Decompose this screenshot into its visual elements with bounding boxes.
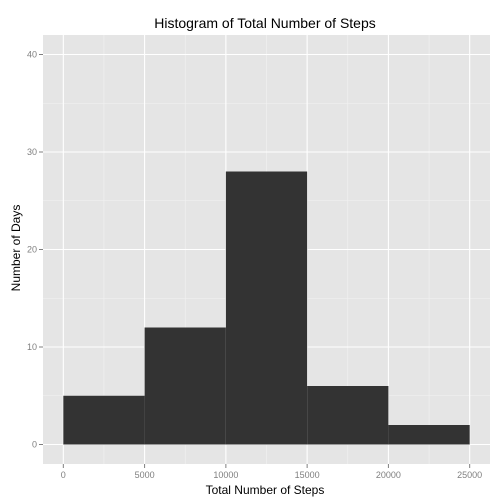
x-tick-label: 15000 <box>295 470 320 480</box>
y-axis: 0 10 20 30 40 <box>27 50 43 450</box>
x-axis: 0 5000 10000 15000 20000 25000 <box>61 464 482 480</box>
histogram-bar <box>225 171 308 445</box>
y-tick-label: 30 <box>27 147 37 157</box>
x-axis-title: Total Number of Steps <box>206 483 325 497</box>
x-tick-label: 10000 <box>213 470 238 480</box>
histogram-bar <box>144 327 226 445</box>
y-tick-label: 10 <box>27 342 37 352</box>
histogram-bar <box>63 395 145 445</box>
x-tick-label: 0 <box>61 470 66 480</box>
y-tick-label: 20 <box>27 245 37 255</box>
y-tick-label: 0 <box>32 440 37 450</box>
y-tick-label: 40 <box>27 50 37 60</box>
histogram-bar <box>388 425 470 445</box>
x-tick-label: 5000 <box>135 470 155 480</box>
x-tick-label: 20000 <box>376 470 401 480</box>
bars <box>63 171 470 445</box>
histogram-bar <box>307 386 389 445</box>
y-axis-title: Number of Days <box>9 205 23 292</box>
x-tick-label: 25000 <box>457 470 482 480</box>
chart-title: Histogram of Total Number of Steps <box>154 15 376 31</box>
